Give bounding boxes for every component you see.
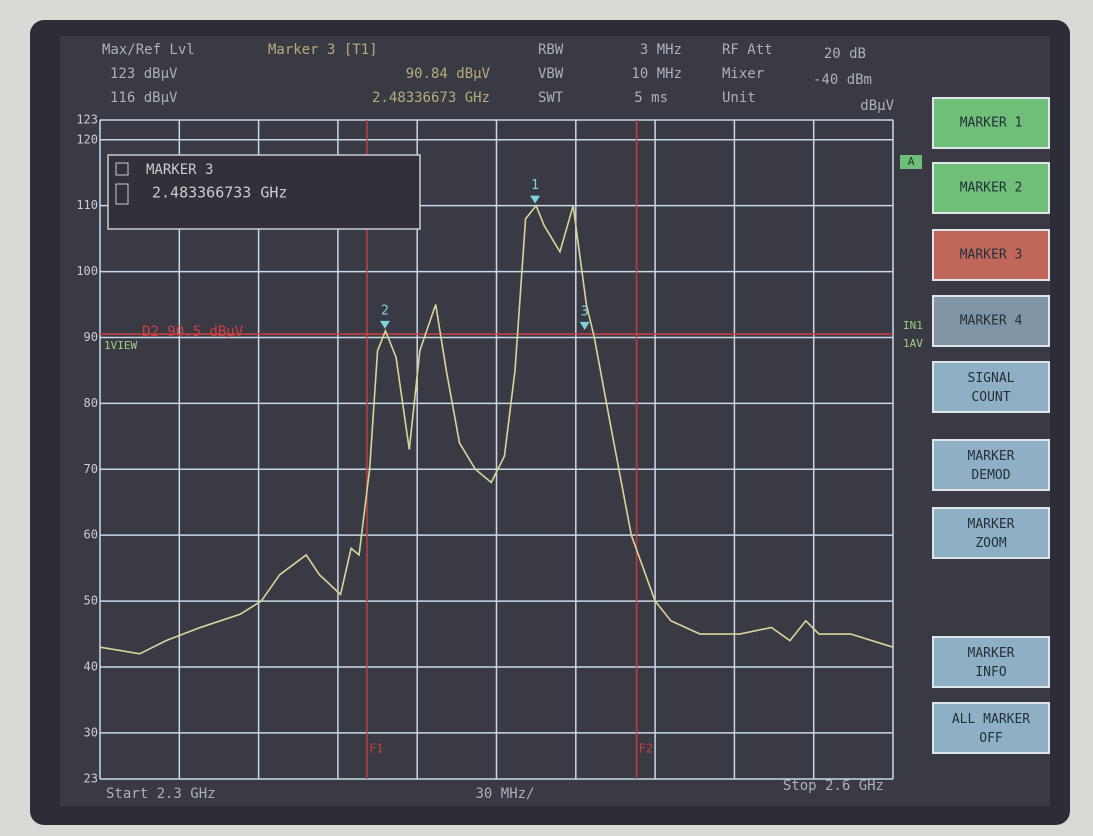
input-label: IN1 — [903, 319, 923, 332]
softkey-label[interactable]: MARKER 2 — [960, 181, 1023, 196]
frequency-label: F1 — [369, 742, 383, 756]
y-tick-label: 90 — [84, 330, 98, 344]
y-tick-label: 50 — [84, 594, 98, 608]
display-inner — [60, 36, 1050, 806]
y-tick-label: 80 — [84, 396, 98, 410]
softkey-label[interactable]: MARKER 4 — [960, 314, 1023, 329]
y-tick-label: 120 — [76, 132, 98, 146]
span: 30 MHz/ — [475, 786, 534, 802]
vbw-label: VBW — [538, 66, 564, 82]
y-tick-label: 110 — [76, 198, 98, 212]
mixer-label: Mixer — [722, 66, 764, 82]
unit: dBµV — [860, 98, 894, 114]
y-tick-label: 60 — [84, 528, 98, 542]
y-tick-label: 70 — [84, 462, 98, 476]
y-tick-label: 100 — [76, 264, 98, 278]
marker-number: 2 — [381, 303, 389, 318]
mixer: -40 dBm — [813, 72, 872, 88]
att: 20 dB — [824, 46, 866, 62]
swt-label: SWT — [538, 90, 564, 106]
y-tick-label: 23 — [84, 772, 98, 786]
display-line-label: D2 90.5 dBµV — [142, 324, 244, 340]
marker-number: 3 — [581, 304, 589, 319]
screen: Max/Ref Lvl 123 dBµV 116 dBµV Marker 3 [… — [0, 0, 1093, 836]
page: Max/Ref Lvl 123 dBµV 116 dBµV Marker 3 [… — [0, 0, 1093, 836]
ref-level: 123 dBµV — [110, 66, 178, 82]
marker-number: 1 — [531, 178, 539, 193]
trace-label: A — [908, 155, 915, 168]
y-tick-label: 40 — [84, 659, 98, 673]
ref-label: Max/Ref Lvl — [102, 42, 195, 58]
swt: 5 ms — [634, 90, 668, 106]
marker-level: 90.84 dBµV — [406, 66, 491, 82]
y-tick-label: 30 — [84, 725, 98, 739]
softkey[interactable] — [933, 637, 1049, 687]
unit-label: Unit — [722, 90, 756, 106]
marker-box-title: MARKER 3 — [146, 162, 213, 178]
softkey[interactable] — [933, 362, 1049, 412]
softkey[interactable] — [933, 440, 1049, 490]
rbw: 3 MHz — [640, 42, 682, 58]
marker-box-value: 2.483366733 GHz — [152, 184, 287, 202]
softkey[interactable] — [933, 703, 1049, 753]
rbw-label: RBW — [538, 42, 564, 58]
softkey-label[interactable]: MARKER 1 — [960, 116, 1023, 131]
stop: Stop 2.6 GHz — [783, 778, 884, 794]
marker-freq: 2.48336673 GHz — [372, 90, 490, 106]
att-label: RF Att — [722, 42, 773, 58]
vbw: 10 MHz — [631, 66, 682, 82]
ref-level2: 116 dBµV — [110, 90, 178, 106]
view-label: 1VIEW — [104, 339, 137, 352]
marker-title: Marker 3 [T1] — [268, 42, 378, 58]
softkey[interactable] — [933, 508, 1049, 558]
y-tick-label: 123 — [76, 113, 98, 127]
softkey-label[interactable]: MARKER 3 — [960, 248, 1023, 263]
avg-label: 1AV — [903, 337, 923, 350]
start: Start 2.3 GHz — [106, 786, 216, 802]
frequency-label: F2 — [639, 742, 653, 756]
